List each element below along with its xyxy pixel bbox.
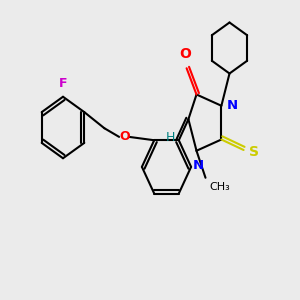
Text: S: S (249, 145, 259, 159)
Text: N: N (192, 159, 204, 172)
Text: N: N (227, 99, 238, 112)
Text: O: O (119, 130, 130, 143)
Text: H: H (166, 131, 175, 144)
Text: CH₃: CH₃ (209, 182, 230, 192)
Text: O: O (179, 47, 191, 61)
Text: F: F (59, 77, 67, 90)
